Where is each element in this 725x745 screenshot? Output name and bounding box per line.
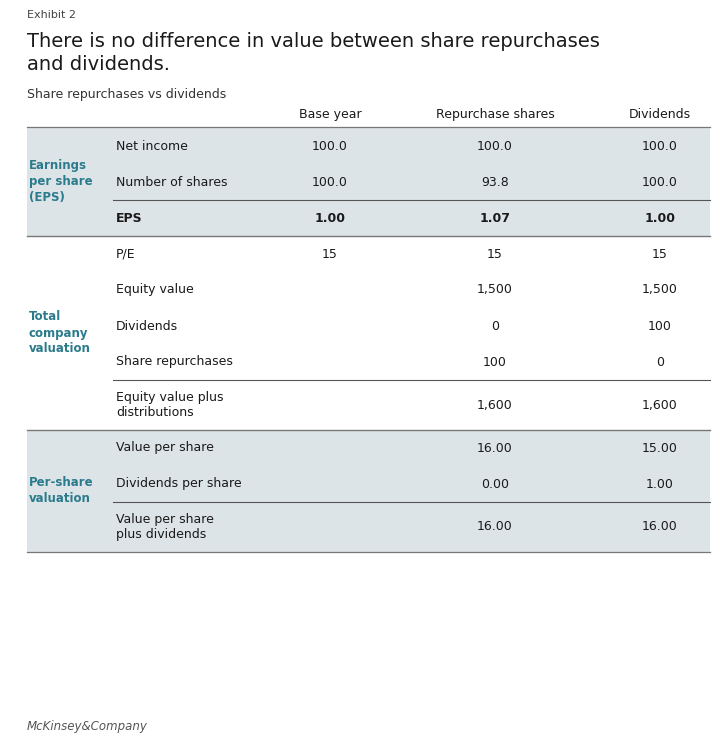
Text: 1.07: 1.07 [479,212,510,224]
Text: Number of shares: Number of shares [116,176,228,188]
Text: 15.00: 15.00 [642,442,678,454]
Text: EPS: EPS [116,212,143,224]
Text: Base year: Base year [299,108,361,121]
Text: 100.0: 100.0 [642,139,678,153]
Text: 100.0: 100.0 [312,176,348,188]
Text: and dividends.: and dividends. [27,55,170,74]
Text: Dividends: Dividends [629,108,691,121]
Text: 100.0: 100.0 [477,139,513,153]
Text: Value per share: Value per share [116,442,214,454]
Text: Share repurchases: Share repurchases [116,355,233,369]
Text: 15: 15 [652,247,668,261]
Text: 0.00: 0.00 [481,478,509,490]
Text: Exhibit 2: Exhibit 2 [27,10,76,20]
Text: 0: 0 [491,320,499,332]
Text: Value per share
plus dividends: Value per share plus dividends [116,513,214,542]
Text: P/E: P/E [116,247,136,261]
Text: Equity value: Equity value [116,284,194,297]
Text: 15: 15 [322,247,338,261]
Text: Net income: Net income [116,139,188,153]
Text: 1,500: 1,500 [642,284,678,297]
Text: Equity value plus
distributions: Equity value plus distributions [116,390,223,419]
Text: 1,600: 1,600 [477,399,513,411]
Text: Dividends: Dividends [116,320,178,332]
Text: 93.8: 93.8 [481,176,509,188]
Text: Per-share
valuation: Per-share valuation [29,477,94,506]
Text: 15: 15 [487,247,503,261]
Text: 1.00: 1.00 [315,212,346,224]
Bar [27,128,710,236]
Text: Share repurchases vs dividends: Share repurchases vs dividends [27,88,226,101]
Bar [27,430,710,552]
Text: Total
company
valuation: Total company valuation [29,311,91,355]
Text: Dividends per share: Dividends per share [116,478,241,490]
Text: 1.00: 1.00 [646,478,674,490]
Text: 100: 100 [483,355,507,369]
Text: 16.00: 16.00 [642,521,678,533]
Text: 1.00: 1.00 [645,212,676,224]
Text: 1,500: 1,500 [477,284,513,297]
Text: 16.00: 16.00 [477,521,513,533]
Text: Earnings
per share
(EPS): Earnings per share (EPS) [29,159,93,204]
Text: 100.0: 100.0 [312,139,348,153]
Text: McKinsey&Company: McKinsey&Company [27,720,148,733]
Text: 16.00: 16.00 [477,442,513,454]
Text: Repurchase shares: Repurchase shares [436,108,555,121]
Text: 100.0: 100.0 [642,176,678,188]
Text: 0: 0 [656,355,664,369]
Text: 1,600: 1,600 [642,399,678,411]
Text: 100: 100 [648,320,672,332]
Text: There is no difference in value between share repurchases: There is no difference in value between … [27,32,600,51]
